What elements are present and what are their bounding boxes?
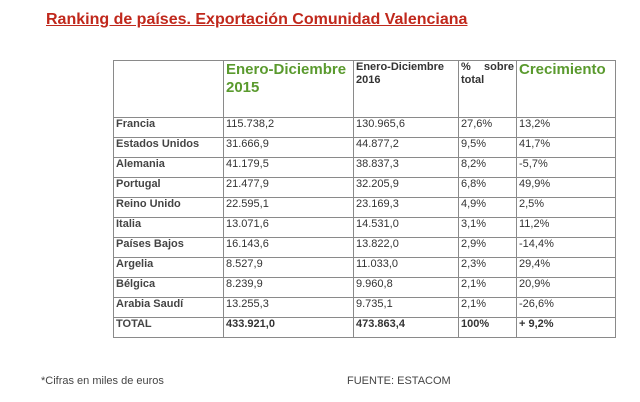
table-row: Países Bajos 16.143,6 13.822,0 2,9% -14,4% bbox=[113, 237, 616, 258]
cell-country: Países Bajos bbox=[113, 237, 224, 258]
cell-growth: 41,7% bbox=[516, 137, 616, 158]
cell-growth: 49,9% bbox=[516, 177, 616, 198]
table-row: Reino Unido 22.595,1 23.169,3 4,9% 2,5% bbox=[113, 197, 616, 218]
cell-percent: 6,8% bbox=[458, 177, 517, 198]
header-2016: Enero-Diciembre 2016 bbox=[353, 60, 459, 118]
cell-2016: 130.965,6 bbox=[353, 117, 459, 138]
header-percent-word: sobre bbox=[484, 61, 514, 73]
table-row: Bélgica 8.239,9 9.960,8 2,1% 20,9% bbox=[113, 277, 616, 298]
cell-country: Italia bbox=[113, 217, 224, 238]
table-row: Argelia 8.527,9 11.033,0 2,3% 29,4% bbox=[113, 257, 616, 278]
header-2015: Enero-Diciembre 2015 bbox=[223, 60, 354, 118]
cell-country: Arabia Saudí bbox=[113, 297, 224, 318]
cell-country: Bélgica bbox=[113, 277, 224, 298]
cell-2016: 32.205,9 bbox=[353, 177, 459, 198]
cell-2016: 13.822,0 bbox=[353, 237, 459, 258]
table-header-row: Enero-Diciembre 2015 Enero-Diciembre 201… bbox=[113, 60, 616, 118]
cell-percent: 3,1% bbox=[458, 217, 517, 238]
cell-growth: 20,9% bbox=[516, 277, 616, 298]
cell-2016: 23.169,3 bbox=[353, 197, 459, 218]
cell-growth: -5,7% bbox=[516, 157, 616, 178]
cell-2015: 8.239,9 bbox=[223, 277, 354, 298]
cell-2016: 44.877,2 bbox=[353, 137, 459, 158]
header-percent-total: % sobre total bbox=[458, 60, 517, 118]
table-total-row: TOTAL 433.921,0 473.863,4 100% + 9,2% bbox=[113, 317, 616, 338]
cell-2015: 8.527,9 bbox=[223, 257, 354, 278]
header-growth: Crecimiento bbox=[516, 60, 616, 118]
cell-country: TOTAL bbox=[113, 317, 224, 338]
cell-growth: -26,6% bbox=[516, 297, 616, 318]
cell-percent: 27,6% bbox=[458, 117, 517, 138]
cell-growth: 29,4% bbox=[516, 257, 616, 278]
cell-percent: 2,1% bbox=[458, 277, 517, 298]
cell-2015: 22.595,1 bbox=[223, 197, 354, 218]
table-row: Estados Unidos 31.666,9 44.877,2 9,5% 41,7% bbox=[113, 137, 616, 158]
cell-percent: 8,2% bbox=[458, 157, 517, 178]
cell-2015: 115.738,2 bbox=[223, 117, 354, 138]
table-row: Arabia Saudí 13.255,3 9.735,1 2,1% -26,6% bbox=[113, 297, 616, 318]
cell-2016: 9.960,8 bbox=[353, 277, 459, 298]
source-note: FUENTE: ESTACOM bbox=[347, 375, 451, 387]
cell-percent: 2,9% bbox=[458, 237, 517, 258]
cell-2015: 13.071,6 bbox=[223, 217, 354, 238]
footnote: *Cifras en miles de euros bbox=[41, 375, 164, 387]
cell-country: Reino Unido bbox=[113, 197, 224, 218]
cell-growth: -14,4% bbox=[516, 237, 616, 258]
cell-2015: 31.666,9 bbox=[223, 137, 354, 158]
cell-country: Alemania bbox=[113, 157, 224, 178]
cell-2016: 14.531,0 bbox=[353, 217, 459, 238]
cell-growth: 2,5% bbox=[516, 197, 616, 218]
cell-country: Estados Unidos bbox=[113, 137, 224, 158]
cell-2016: 9.735,1 bbox=[353, 297, 459, 318]
cell-percent: 2,1% bbox=[458, 297, 517, 318]
cell-percent: 2,3% bbox=[458, 257, 517, 278]
cell-growth: 11,2% bbox=[516, 217, 616, 238]
header-percent-total-word: total bbox=[461, 74, 485, 86]
cell-country: Portugal bbox=[113, 177, 224, 198]
cell-2015: 21.477,9 bbox=[223, 177, 354, 198]
table-row: Italia 13.071,6 14.531,0 3,1% 11,2% bbox=[113, 217, 616, 238]
cell-country: Argelia bbox=[113, 257, 224, 278]
cell-2015: 41.179,5 bbox=[223, 157, 354, 178]
header-percent-sign: % bbox=[461, 61, 471, 73]
cell-2016: 473.863,4 bbox=[353, 317, 459, 338]
page-title: Ranking de países. Exportación Comunidad… bbox=[46, 11, 468, 28]
cell-percent: 4,9% bbox=[458, 197, 517, 218]
table-row: Portugal 21.477,9 32.205,9 6,8% 49,9% bbox=[113, 177, 616, 198]
table-row: Alemania 41.179,5 38.837,3 8,2% -5,7% bbox=[113, 157, 616, 178]
cell-percent: 100% bbox=[458, 317, 517, 338]
cell-2015: 16.143,6 bbox=[223, 237, 354, 258]
export-ranking-table: Enero-Diciembre 2015 Enero-Diciembre 201… bbox=[113, 60, 616, 338]
cell-percent: 9,5% bbox=[458, 137, 517, 158]
table-row: Francia 115.738,2 130.965,6 27,6% 13,2% bbox=[113, 117, 616, 138]
cell-growth: + 9,2% bbox=[516, 317, 616, 338]
cell-2016: 11.033,0 bbox=[353, 257, 459, 278]
header-country bbox=[113, 60, 224, 118]
cell-2015: 13.255,3 bbox=[223, 297, 354, 318]
cell-growth: 13,2% bbox=[516, 117, 616, 138]
cell-country: Francia bbox=[113, 117, 224, 138]
cell-2016: 38.837,3 bbox=[353, 157, 459, 178]
cell-2015: 433.921,0 bbox=[223, 317, 354, 338]
